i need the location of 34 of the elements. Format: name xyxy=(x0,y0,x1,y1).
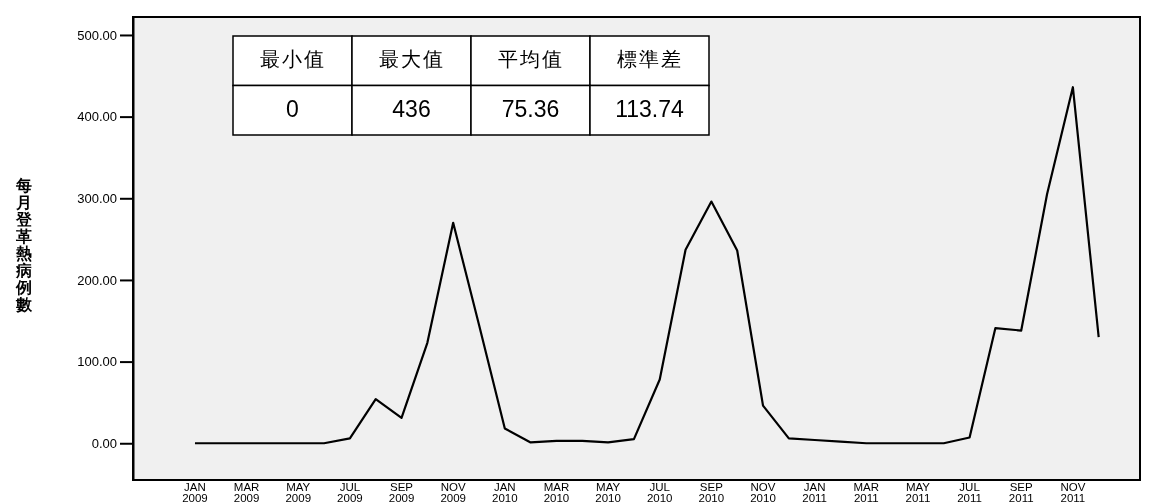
annotation: 標準差 xyxy=(616,48,683,71)
annotation: 113.74 xyxy=(615,96,685,123)
x-tick-label: JAN 2010 xyxy=(492,481,518,504)
x-tick-label: SEP 2011 xyxy=(1008,481,1034,504)
y-tick-label: 0.00 xyxy=(91,435,117,451)
x-tick-label: MAR 2010 xyxy=(543,481,570,504)
y-tick-label: 400.00 xyxy=(77,109,117,125)
x-tick-label: MAY 2010 xyxy=(595,481,621,504)
x-tick-label: NOV 2009 xyxy=(440,481,466,504)
x-tick-label: JUL 2009 xyxy=(337,481,363,504)
y-axis-title: 每月登革熱病例數 xyxy=(15,177,33,313)
y-tick-label: 300.00 xyxy=(77,190,117,206)
annotation: 0 xyxy=(286,96,299,123)
x-tick-label: JUL 2010 xyxy=(646,481,673,504)
y-tick-label: 500.00 xyxy=(77,27,117,43)
x-tick-label: MAY 2009 xyxy=(285,481,312,504)
x-tick-label: MAR 2011 xyxy=(853,481,880,504)
x-tick-label: MAR 2009 xyxy=(233,481,260,504)
x-tick-label: JAN 2009 xyxy=(182,481,208,504)
x-tick-label: SEP 2010 xyxy=(698,481,725,504)
annotation: 最大值 xyxy=(378,48,445,71)
x-tick-label: SEP 2009 xyxy=(388,481,415,504)
x-tick-label: JUL 2011 xyxy=(957,481,982,504)
x-tick-label: MAY 2011 xyxy=(905,481,931,504)
line-series xyxy=(193,86,1100,445)
annotation: 平均值 xyxy=(497,48,564,71)
annotation: 436 xyxy=(392,96,431,123)
x-tick-label: NOV 2011 xyxy=(1060,481,1086,504)
x-tick-label: NOV 2010 xyxy=(750,481,776,504)
x-tick-label: JAN 2011 xyxy=(802,481,828,504)
y-tick-label: 100.00 xyxy=(77,354,117,370)
annotation: 75.36 xyxy=(501,96,560,123)
annotation: 最小值 xyxy=(259,48,326,71)
y-tick-label: 200.00 xyxy=(77,272,117,288)
